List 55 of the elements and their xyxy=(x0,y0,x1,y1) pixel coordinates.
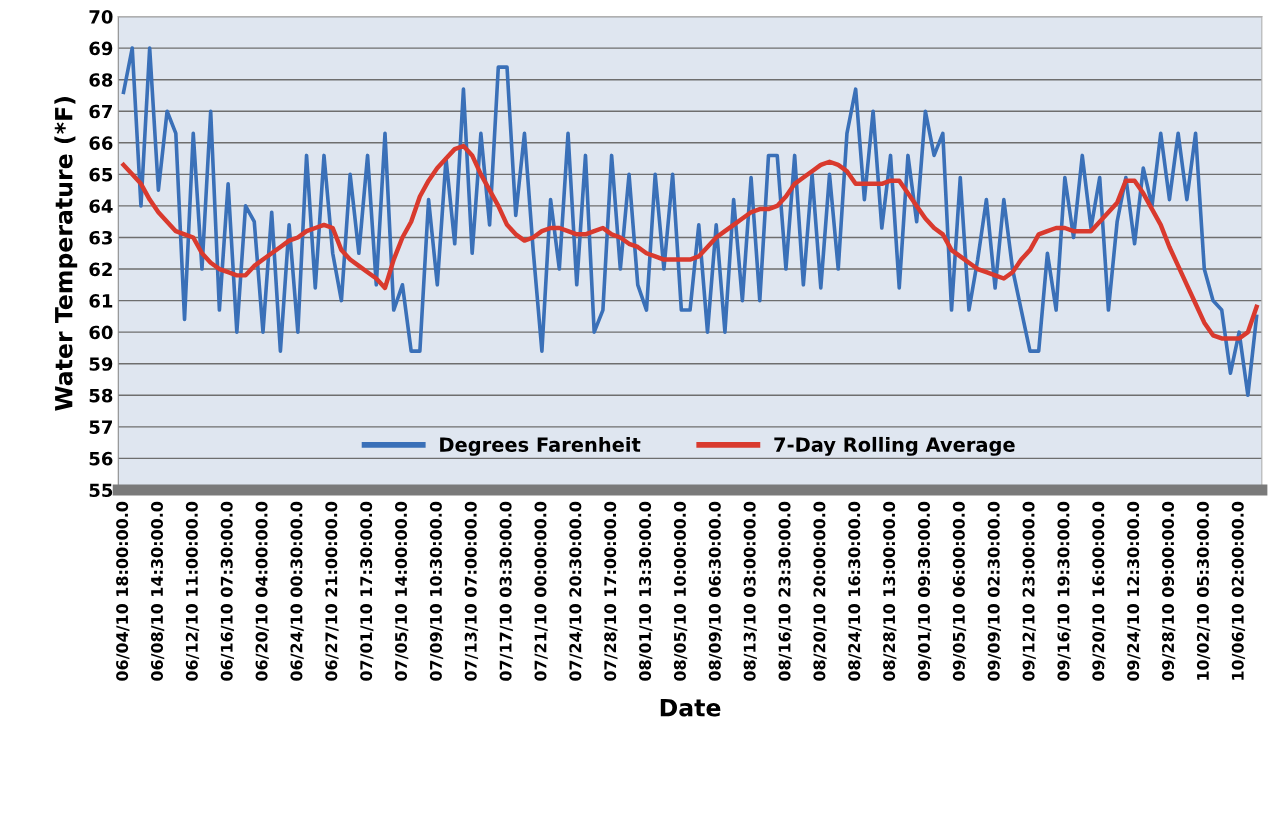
x-tick-label: 09/28/10 09:00:00.0 xyxy=(1161,501,1176,681)
y-tick-label: 58 xyxy=(89,388,113,403)
x-axis-title: Date xyxy=(660,698,721,717)
x-tick-label: 08/28/10 13:00:00.0 xyxy=(883,501,897,681)
y-tick-label: 65 xyxy=(89,167,113,182)
line-series xyxy=(121,46,1259,398)
y-tick-label: 55 xyxy=(89,483,113,498)
y-tick-label: 62 xyxy=(89,262,112,277)
x-tick-label: 08/09/10 06:30:00.0 xyxy=(708,501,723,681)
y-tick-label: 57 xyxy=(89,420,112,434)
x-tick-label: 06/16/10 07:30:00.0 xyxy=(220,501,235,681)
x-tick-label: 09/09/10 02:30:00.0 xyxy=(987,501,1002,681)
x-tick-label: 10/06/10 02:00:00.0 xyxy=(1231,501,1246,680)
x-tick-label: 09/24/10 12:30:00.0 xyxy=(1127,501,1141,681)
x-tick-label: 06/04/10 18:00:00.0 xyxy=(116,501,130,681)
x-tick-label: 07/17/10 03:30:00.0 xyxy=(499,501,513,681)
x-tick-label: 09/16/10 19:30:00.0 xyxy=(1057,501,1071,681)
line-series xyxy=(121,143,1259,341)
x-tick-label: 07/28/10 17:00:00.0 xyxy=(604,501,618,681)
x-tick-label: 08/13/10 03:00:00.0 xyxy=(743,501,757,681)
y-tick-label: 61 xyxy=(89,294,113,308)
x-tick-label: 07/24/10 20:30:00.0 xyxy=(569,501,583,681)
y-tick-label: 70 xyxy=(89,10,113,24)
x-tick-label: 09/01/10 09:30:00.0 xyxy=(917,501,932,681)
y-tick-label: 68 xyxy=(89,73,113,87)
x-tick-label: 08/05/10 10:00:00.0 xyxy=(673,501,688,681)
x-tick-label: 08/20/10 20:00:00.0 xyxy=(813,501,827,681)
x-tick-label: 07/21/10 00:00:00.0 xyxy=(534,501,548,681)
y-tick-label: 66 xyxy=(89,136,113,150)
legend-label: Degrees Farenheit xyxy=(440,436,641,456)
legend-label: 7-Day Rolling Average xyxy=(774,436,1015,456)
x-tick-label: 10/02/10 05:30:00.0 xyxy=(1196,501,1211,680)
y-tick-label: 59 xyxy=(89,357,113,371)
y-tick-label: 67 xyxy=(89,104,112,119)
y-tick-label: 56 xyxy=(89,451,113,466)
x-tick-label: 06/20/10 04:00:00.0 xyxy=(255,501,269,681)
x-tick-label: 06/08/10 14:30:00.0 xyxy=(150,501,165,681)
x-tick-label: 06/12/10 11:00:00.0 xyxy=(185,501,200,681)
y-tick-label: 69 xyxy=(89,41,113,56)
x-tick-label: 09/12/10 23:00:00.0 xyxy=(1022,501,1036,681)
y-tick-label: 63 xyxy=(89,230,112,245)
x-tick-label: 07/01/10 17:30:00.0 xyxy=(360,501,374,681)
x-tick-label: 08/01/10 13:30:00.0 xyxy=(639,501,653,681)
x-tick-label: 09/20/10 16:00:00.0 xyxy=(1092,501,1106,681)
x-tick-label: 06/27/10 21:00:00.0 xyxy=(325,501,339,681)
y-tick-label: 60 xyxy=(89,325,113,340)
x-tick-label: 07/13/10 07:00:00.0 xyxy=(464,501,479,681)
y-axis-title: Water Temperature (*F) xyxy=(54,97,78,411)
x-tick-label: 08/16/10 23:30:00.0 xyxy=(778,501,792,681)
y-tick-label: 64 xyxy=(89,199,113,214)
x-tick-label: 07/09/10 10:30:00.0 xyxy=(429,501,444,681)
x-tick-label: 06/24/10 00:30:00.0 xyxy=(290,501,304,681)
x-tick-label: 09/05/10 06:00:00.0 xyxy=(952,501,967,681)
x-tick-label: 08/24/10 16:30:00.0 xyxy=(848,501,862,681)
x-tick-label: 07/05/10 14:00:00.0 xyxy=(394,501,409,681)
